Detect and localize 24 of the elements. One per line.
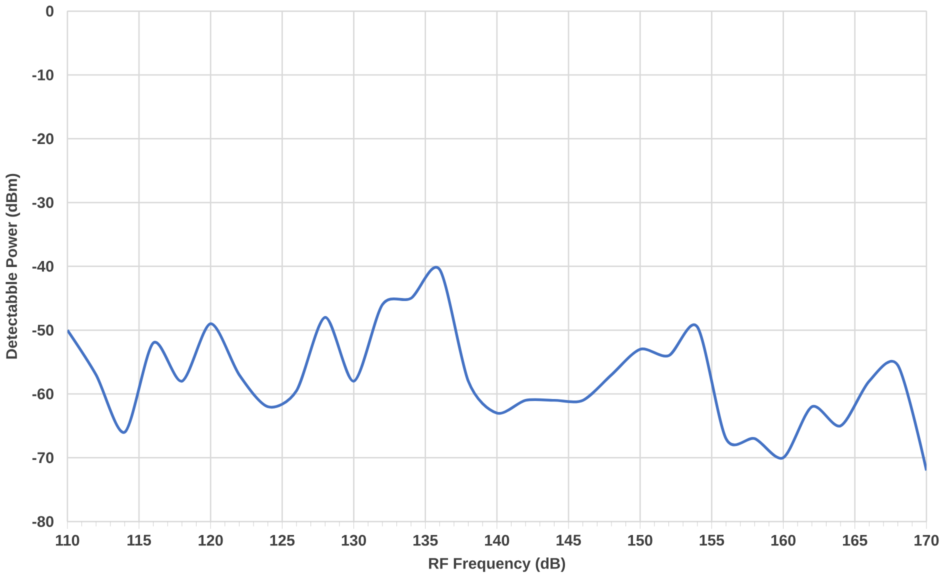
x-tick-label: 165 (842, 535, 868, 546)
x-tick-label: 130 (342, 535, 366, 546)
x-axis-title: RF Frequency (dB) (429, 558, 566, 572)
x-tick-label: 120 (198, 535, 223, 546)
y-tick-label: -10 (32, 70, 54, 81)
y-axis-title: Detectabble Power (dBm) (6, 174, 20, 359)
x-tick-label: 160 (771, 535, 796, 546)
y-tick-label: -60 (32, 388, 54, 400)
y-tick-label: -80 (32, 516, 54, 528)
x-tick-label: 170 (914, 535, 939, 546)
x-tick-label: 155 (700, 535, 724, 546)
x-tick-label: 115 (128, 535, 151, 546)
y-tick-label: 0 (46, 6, 54, 17)
x-tick-label: 125 (270, 535, 295, 546)
y-tick-label: -50 (32, 324, 54, 336)
y-tick-label: -40 (32, 261, 54, 272)
x-tick-label: 110 (56, 535, 80, 546)
x-tick-label: 140 (485, 535, 510, 546)
x-tick-label: 145 (556, 535, 581, 546)
y-tick-label: -20 (32, 133, 54, 144)
x-tick-label: 135 (413, 535, 438, 546)
x-tick-label: 150 (628, 535, 652, 546)
y-tick-label: -70 (32, 452, 54, 464)
y-tick-label: -30 (32, 197, 54, 208)
